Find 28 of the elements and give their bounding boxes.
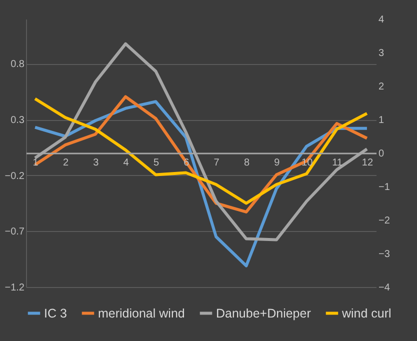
y-tick-label: 0.8 <box>10 59 25 70</box>
y-tick-label: −0.2 <box>4 170 25 182</box>
x-tick-label: 5 <box>153 158 160 168</box>
y2-tick-label: 1 <box>378 115 384 126</box>
x-tick-label: 3 <box>93 158 100 168</box>
y2-tick-label: −3 <box>378 249 390 260</box>
y-tick-label: −0.7 <box>4 226 25 238</box>
legend-label: Danube+Dnieper <box>216 306 311 320</box>
x-tick-label: 11 <box>332 158 343 168</box>
y2-tick-label: 0 <box>378 148 384 160</box>
x-tick-label: 4 <box>123 158 130 168</box>
legend-label: wind curl <box>341 306 392 320</box>
x-tick-label: 12 <box>362 158 374 168</box>
x-tick-label: 1 <box>32 158 39 168</box>
y2-tick-label: 2 <box>378 82 384 92</box>
y2-tick-label: −1 <box>378 182 390 193</box>
y2-tick-label: −4 <box>378 282 390 294</box>
x-tick-label: 2 <box>62 158 69 168</box>
legend-label: IC 3 <box>44 306 67 320</box>
y2-tick-label: −2 <box>378 216 390 226</box>
y-tick-label: −1.2 <box>4 282 25 294</box>
x-tick-label: 9 <box>274 158 280 168</box>
legend-label: meridional wind <box>98 306 185 320</box>
x-tick-label: 7 <box>214 158 220 168</box>
x-tick-label: 8 <box>244 158 250 168</box>
y2-tick-label: 3 <box>378 48 384 59</box>
y-tick-label: 0.3 <box>10 115 25 126</box>
y2-tick-label: 4 <box>378 14 384 26</box>
